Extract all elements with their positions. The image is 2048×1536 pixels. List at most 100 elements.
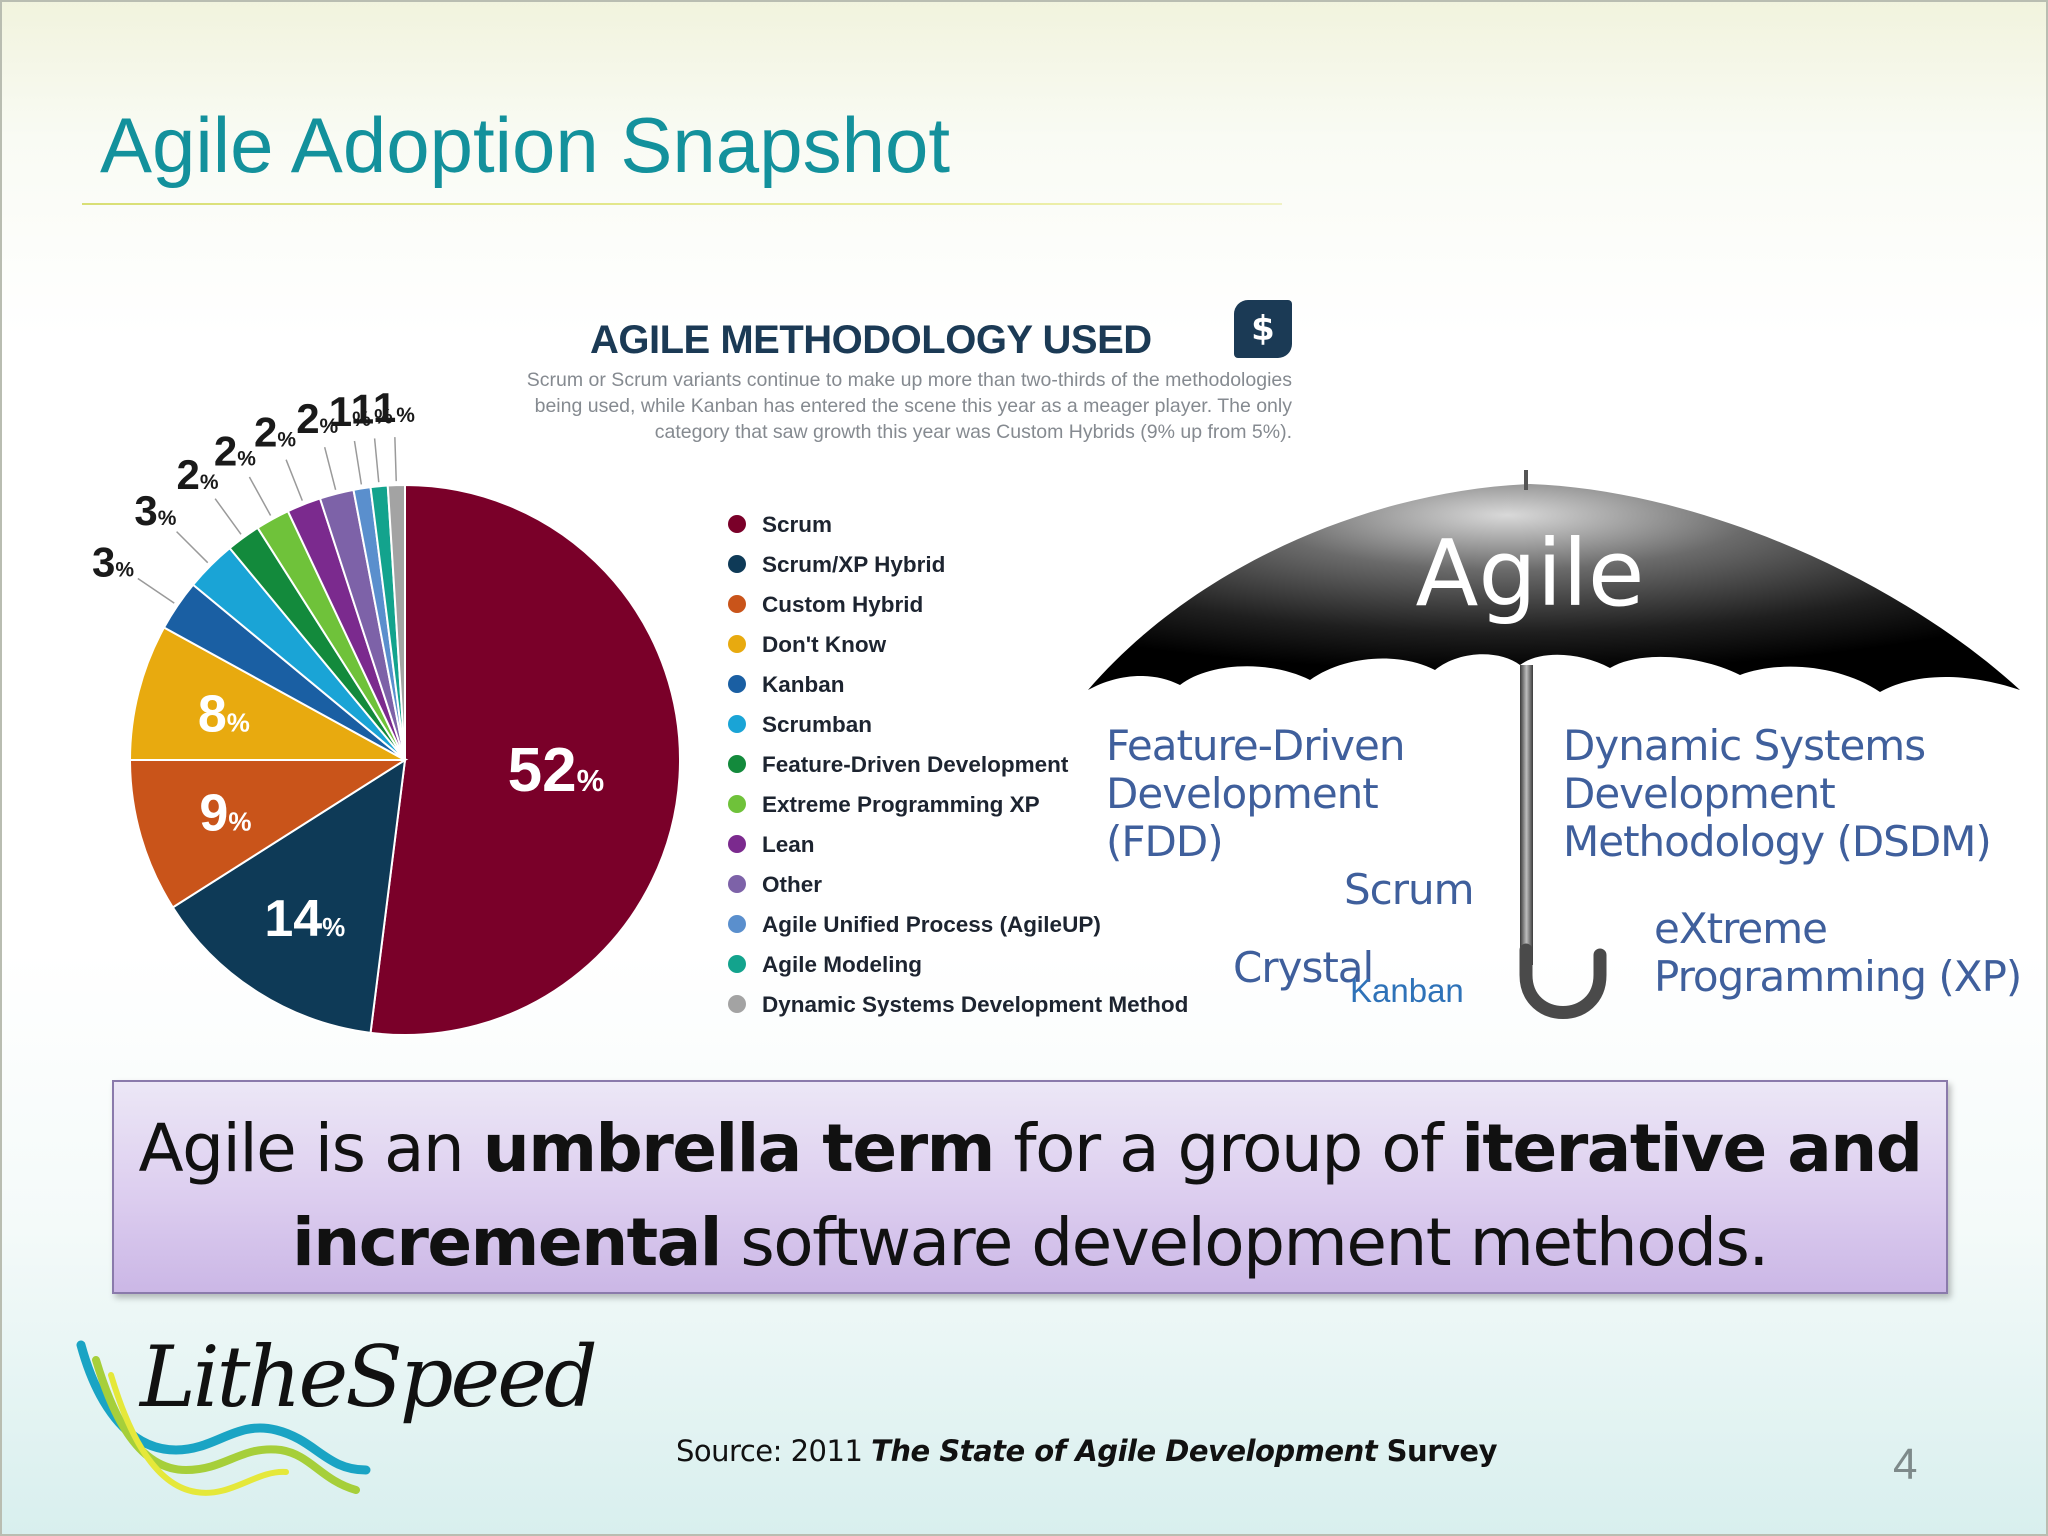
pie-data-label: 2%	[254, 408, 296, 455]
pie-data-label: 3%	[134, 487, 176, 534]
legend-item: Feature-Driven Development	[724, 745, 1188, 785]
pie-slice	[386, 483, 406, 761]
legend-label: Scrum	[762, 512, 833, 537]
legend-swatch	[728, 835, 746, 854]
source-citation: Source: 2011 The State of Agile Developm…	[676, 1434, 1497, 1468]
legend-swatch	[728, 755, 746, 774]
pie-leader-line	[394, 437, 397, 482]
pie-leader-line	[323, 446, 337, 490]
pie-leader-line	[214, 498, 242, 535]
method-fdd: Feature-Driven Development (FDD)	[1106, 722, 1506, 866]
legend-label: Feature-Driven Development	[762, 752, 1069, 777]
page-number: 4	[1893, 1440, 1918, 1489]
pie-data-label: 14%	[264, 890, 345, 948]
title-divider	[82, 203, 1282, 205]
pie-leader-line	[373, 438, 380, 483]
legend-item: Agile Unified Process (AgileUP)	[724, 905, 1188, 945]
agile-umbrella-illustration: Agile	[1088, 470, 2020, 1019]
method-scrum: Scrum	[1344, 865, 1475, 914]
method-crystal: Crystal	[1233, 943, 1374, 992]
legend-label: Extreme Programming XP	[762, 792, 1040, 817]
legend-item: Extreme Programming XP	[724, 785, 1188, 825]
lithespeed-logo-icon	[76, 1340, 371, 1496]
pie-leader-line	[248, 476, 272, 516]
source-prefix: Source: 2011	[676, 1434, 872, 1468]
method-fdd-label: Feature-Driven Development (FDD)	[1106, 721, 1405, 866]
pie-slice	[171, 758, 407, 1034]
method-dsdm: Dynamic Systems Development Methodology …	[1563, 722, 2023, 866]
legend-label: Scrum/XP Hybrid	[762, 552, 946, 577]
callout-bold1: umbrella term	[482, 1110, 996, 1187]
legend-swatch	[728, 515, 746, 534]
legend-swatch	[728, 875, 746, 894]
pie-legend: Scrum Scrum/XP Hybrid Custom Hybrid Don't K…	[724, 505, 1188, 1025]
pie-leader-line	[353, 440, 363, 485]
pie-data-label: 3%	[92, 538, 134, 585]
legend-item: Custom Hybrid	[724, 585, 1188, 625]
legend-swatch	[728, 635, 746, 654]
legend-swatch	[728, 595, 746, 614]
slide-title: Agile Adoption Snapshot	[100, 101, 951, 189]
definition-callout: Agile is an umbrella term for a group of…	[112, 1080, 1948, 1294]
pie-data-label: 1%	[329, 388, 371, 435]
legend-label: Lean	[762, 832, 815, 857]
legend-item: Other	[724, 865, 1188, 905]
legend-item: Agile Modeling	[724, 945, 1188, 985]
pie-data-label: 1%	[351, 385, 393, 432]
lithespeed-logo-text: LitheSpeed	[140, 1328, 598, 1426]
legend-item: Don't Know	[724, 625, 1188, 665]
legend-label: Other	[762, 872, 823, 897]
legend-swatch	[728, 995, 746, 1014]
callout-bold2: iterative and incremental	[292, 1110, 1923, 1281]
pie-data-label: 2%	[296, 395, 338, 442]
pie-data-label: 52%	[508, 736, 605, 805]
pie-data-label: 2%	[214, 427, 256, 474]
pie-slice	[128, 626, 406, 761]
legend-label: Dynamic Systems Development Method	[762, 992, 1189, 1017]
legend-swatch	[728, 955, 746, 974]
pie-data-label: 9%	[199, 784, 251, 842]
legend-label: Custom Hybrid	[762, 592, 924, 617]
callout-part2: for a group of	[993, 1110, 1462, 1187]
legend-swatch	[728, 555, 746, 574]
umbrella-canopy	[1088, 484, 2020, 692]
methodology-pie-chart: 52%14%9%8%3%3%2%2%2% 2%1%1%1%	[92, 384, 681, 1036]
legend-item: Scrum	[724, 505, 1188, 545]
callout-part1: Agile is an	[138, 1110, 483, 1187]
pie-data-label: 8%	[198, 686, 250, 744]
legend-label: Kanban	[762, 672, 845, 697]
legend-label: Agile Unified Process (AgileUP)	[762, 912, 1101, 937]
pie-leader-line	[176, 531, 209, 564]
pie-leader-line	[285, 459, 303, 501]
method-xp: eXtreme Programming (XP)	[1654, 904, 2022, 1001]
method-kanban: Kanban	[1350, 972, 1464, 1009]
legend-item: Lean	[724, 825, 1188, 865]
source-title: The State of Agile Development	[871, 1434, 1378, 1468]
legend-item: Scrum/XP Hybrid	[724, 545, 1188, 585]
pie-data-label: 2%	[176, 451, 218, 498]
pie-slice	[369, 483, 681, 1036]
legend-item: Scrumban	[724, 705, 1188, 745]
umbrella-shaft	[1520, 665, 1533, 965]
method-dsdm-label: Dynamic Systems Development Methodology …	[1563, 721, 1992, 866]
legend-label: Scrumban	[762, 712, 873, 737]
umbrella-label: Agile	[1415, 520, 1644, 627]
definition-text: Agile is an umbrella term for a group of…	[114, 1102, 1946, 1290]
infographic-logo-icon: $	[1234, 300, 1292, 358]
pie-leader-line	[137, 577, 175, 604]
pie-data-label: 1%	[373, 384, 415, 431]
legend-label: Don't Know	[762, 632, 887, 657]
legend-swatch	[728, 915, 746, 934]
infographic-description: Scrum or Scrum variants continue to make…	[526, 369, 1292, 443]
legend-swatch	[728, 795, 746, 814]
method-xp-label: eXtreme Programming (XP)	[1654, 904, 2022, 1001]
pie-slice	[128, 759, 409, 909]
source-suffix: Survey	[1377, 1434, 1498, 1468]
legend-item: Kanban	[724, 665, 1188, 705]
umbrella-handle	[1519, 943, 1607, 1019]
legend-swatch	[728, 675, 746, 694]
legend-label: Agile Modeling	[762, 952, 922, 977]
legend-swatch	[728, 715, 746, 734]
legend-item: Dynamic Systems Development Method	[724, 985, 1188, 1025]
